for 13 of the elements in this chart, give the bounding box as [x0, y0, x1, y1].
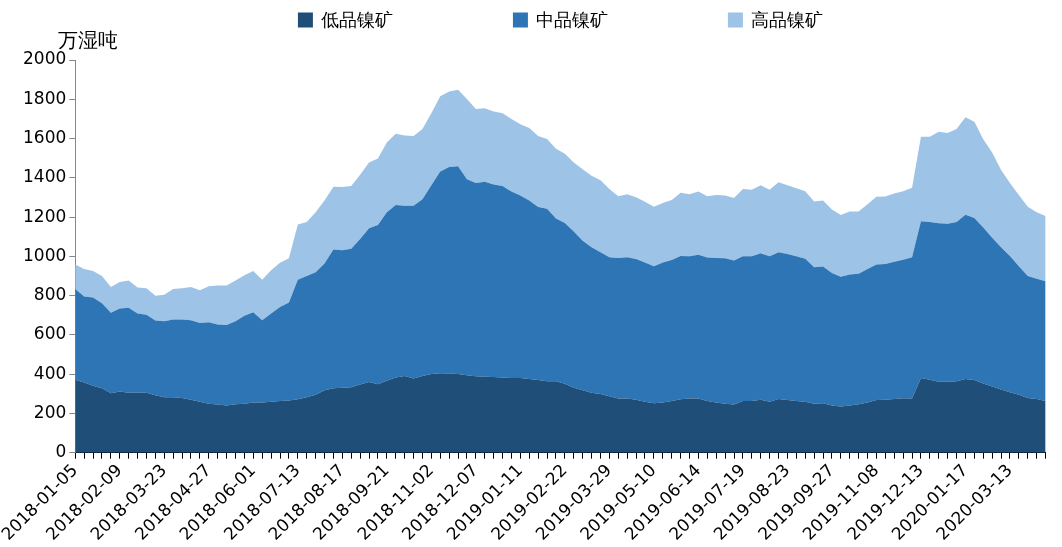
legend-label: 中品镍矿	[535, 8, 608, 30]
y-tick-label: 1200	[23, 205, 67, 226]
y-tick-label: 200	[33, 401, 67, 422]
legend-label: 低品镍矿	[320, 8, 393, 30]
y-tick-label: 400	[33, 362, 67, 383]
y-tick-label: 800	[33, 284, 67, 305]
y-tick-label: 1800	[23, 87, 67, 108]
y-tick-label: 600	[33, 323, 67, 344]
y-tick-label: 1000	[23, 244, 67, 265]
y-tick-label: 1400	[23, 166, 67, 187]
y-tick-label: 0	[55, 441, 67, 462]
legend-label: 高品镍矿	[750, 8, 823, 30]
y-tick-label: 1600	[23, 126, 67, 147]
